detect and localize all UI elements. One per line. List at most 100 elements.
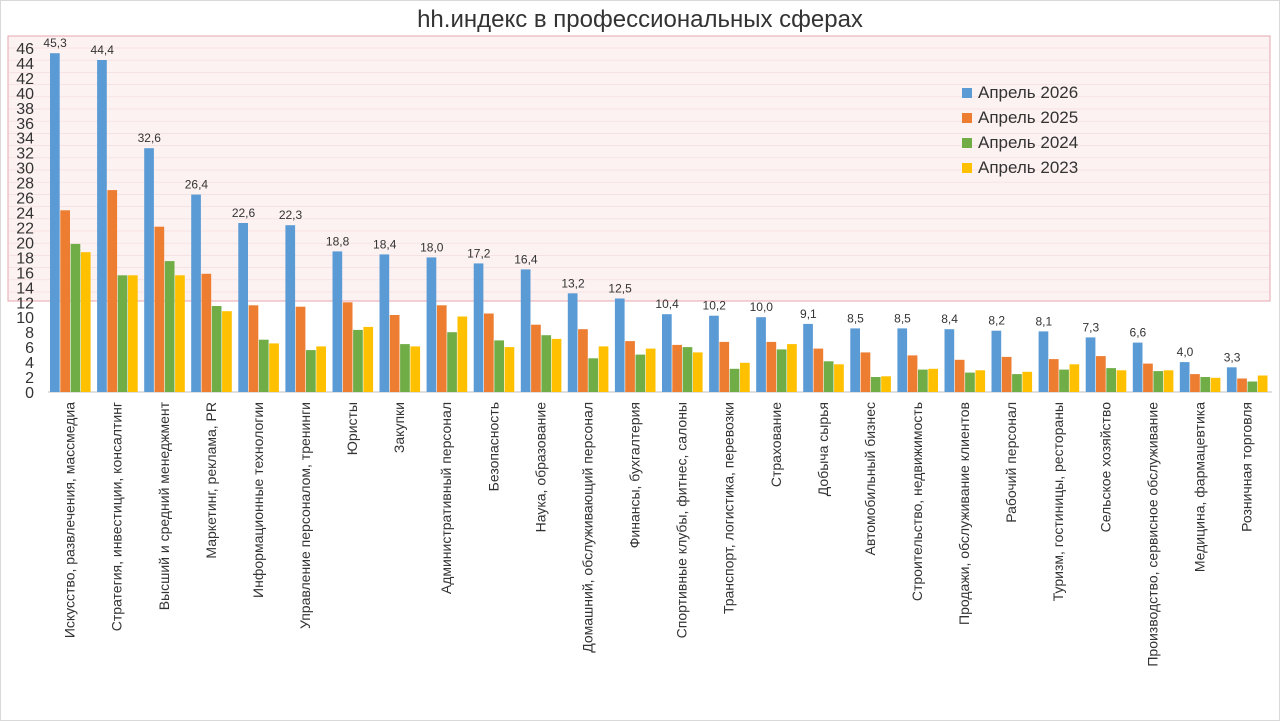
bar: [164, 261, 175, 392]
data-label: 8,1: [1035, 314, 1052, 328]
category-label: Транспорт, логистика, перевозки: [721, 402, 737, 614]
data-label: 3,3: [1224, 350, 1241, 364]
category-label: Продажи, обслуживание клиентов: [956, 402, 972, 625]
y-tick-label: 4: [25, 355, 34, 372]
bar: [551, 338, 562, 392]
bar: [1022, 371, 1033, 392]
bar: [1190, 374, 1200, 392]
bar: [672, 344, 682, 392]
category-label: Административный персонал: [438, 402, 454, 594]
bar: [834, 364, 844, 392]
category-label: Строительство, недвижимость: [909, 402, 925, 601]
data-label: 45,3: [43, 36, 67, 50]
bar: [1001, 356, 1012, 392]
bar: [222, 311, 232, 392]
data-label: 44,4: [91, 43, 115, 57]
bar: [484, 313, 494, 392]
bar: [154, 226, 165, 392]
y-tick-label: 20: [16, 235, 34, 252]
bar: [850, 328, 860, 392]
bar: [80, 252, 91, 392]
bar: [117, 275, 128, 392]
y-tick-label: 24: [16, 206, 34, 223]
bar: [316, 346, 326, 392]
bar: [353, 329, 363, 392]
y-tick-label: 34: [16, 131, 34, 148]
legend-swatch-2026: [962, 87, 972, 98]
y-tick-label: 32: [16, 146, 34, 163]
bar: [756, 317, 766, 392]
data-label: 9,1: [800, 307, 817, 321]
bar: [578, 329, 588, 392]
data-label: 22,6: [232, 206, 256, 220]
bar: [1106, 368, 1116, 392]
bar: [1096, 356, 1106, 392]
bar: [991, 330, 1002, 392]
data-label: 10,2: [703, 299, 727, 313]
bar: [389, 315, 400, 392]
category-label: Маркетинг, реклама, PR: [203, 402, 219, 559]
bar: [400, 344, 410, 392]
category-label: Производство, сервисное обслуживание: [1144, 402, 1160, 667]
data-label: 8,5: [847, 311, 864, 325]
legend-swatch-2025: [962, 112, 972, 123]
category-label: Страхование: [768, 402, 784, 487]
legend-swatch-2023: [962, 162, 972, 173]
data-label: 7,3: [1082, 320, 1099, 334]
bar: [531, 324, 541, 392]
bar: [682, 347, 693, 392]
category-label: Стратегия, инвестиции, консалтинг: [109, 402, 125, 631]
bar: [1200, 377, 1211, 392]
category-label: Добыча сырья: [815, 402, 831, 496]
data-label: 18,4: [373, 237, 397, 251]
bar: [645, 348, 656, 392]
bar: [1179, 362, 1190, 392]
legend-item-2026: Апрель 2026: [962, 80, 1078, 105]
bar: [803, 323, 813, 392]
bar: [918, 369, 928, 392]
bar: [70, 243, 81, 392]
bar: [447, 332, 457, 392]
category-label: Финансы, бухгалтерия: [627, 402, 643, 548]
bar: [504, 347, 515, 392]
bar: [787, 344, 797, 392]
y-tick-label: 40: [16, 86, 34, 103]
y-tick-label: 10: [16, 310, 34, 327]
bar: [1163, 370, 1174, 392]
chart-title: hh.индекс в профессиональных сферах: [417, 6, 863, 33]
bar: [457, 316, 468, 392]
data-label: 6,6: [1130, 326, 1147, 340]
y-tick-label: 18: [16, 250, 34, 267]
data-label: 22,3: [279, 208, 303, 222]
bar: [635, 354, 646, 392]
bar: [1012, 374, 1022, 392]
data-label: 10,0: [750, 300, 774, 314]
bar: [823, 361, 834, 392]
data-label: 12,5: [608, 282, 632, 296]
data-label: 4,0: [1177, 345, 1194, 359]
category-label: Домашний, обслуживающий персонал: [579, 402, 595, 653]
bar: [211, 306, 222, 392]
y-tick-label: 12: [16, 295, 34, 312]
bar: [1153, 371, 1164, 392]
y-tick-label: 38: [16, 101, 34, 118]
bar: [729, 368, 740, 392]
legend-item-2023: Апрель 2023: [962, 155, 1078, 180]
data-label: 8,4: [941, 312, 958, 326]
bar: [662, 314, 672, 392]
bar: [295, 306, 306, 392]
legend-item-2024: Апрель 2024: [962, 130, 1078, 155]
legend-label-2026: Апрель 2026: [978, 82, 1079, 102]
bar: [285, 225, 296, 392]
bar: [379, 254, 390, 392]
data-label: 10,4: [655, 297, 679, 311]
bar: [614, 298, 625, 392]
y-tick-label: 44: [16, 56, 34, 73]
y-tick-label: 14: [16, 280, 34, 297]
bar: [50, 53, 60, 392]
bar: [1048, 359, 1059, 392]
bar: [975, 370, 986, 392]
bar: [1143, 363, 1153, 392]
bar: [1085, 337, 1096, 392]
bar: [860, 352, 871, 392]
